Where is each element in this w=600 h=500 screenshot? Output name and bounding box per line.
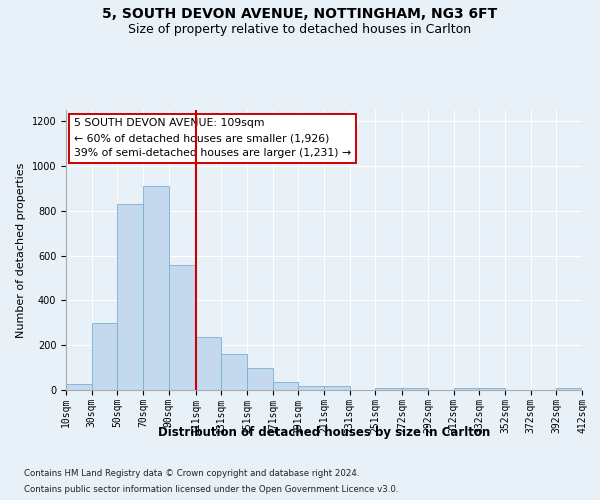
Bar: [272, 382, 298, 390]
Bar: [221, 354, 247, 390]
Bar: [324, 386, 350, 390]
Bar: [66, 384, 92, 390]
Bar: [169, 264, 196, 390]
Text: 5 SOUTH DEVON AVENUE: 109sqm
← 60% of detached houses are smaller (1,926)
39% of: 5 SOUTH DEVON AVENUE: 109sqm ← 60% of de…: [74, 118, 351, 158]
Bar: [479, 388, 505, 390]
Bar: [196, 338, 221, 390]
Bar: [298, 386, 324, 390]
Bar: [454, 388, 479, 390]
Bar: [402, 388, 428, 390]
Bar: [143, 186, 169, 390]
Text: 5, SOUTH DEVON AVENUE, NOTTINGHAM, NG3 6FT: 5, SOUTH DEVON AVENUE, NOTTINGHAM, NG3 6…: [103, 8, 497, 22]
Bar: [556, 388, 582, 390]
Y-axis label: Number of detached properties: Number of detached properties: [16, 162, 26, 338]
Text: Contains HM Land Registry data © Crown copyright and database right 2024.: Contains HM Land Registry data © Crown c…: [24, 468, 359, 477]
Text: Distribution of detached houses by size in Carlton: Distribution of detached houses by size …: [158, 426, 490, 439]
Bar: [92, 323, 118, 390]
Bar: [247, 368, 272, 390]
Text: Contains public sector information licensed under the Open Government Licence v3: Contains public sector information licen…: [24, 485, 398, 494]
Bar: [118, 204, 143, 390]
Text: Size of property relative to detached houses in Carlton: Size of property relative to detached ho…: [128, 22, 472, 36]
Bar: [376, 388, 402, 390]
